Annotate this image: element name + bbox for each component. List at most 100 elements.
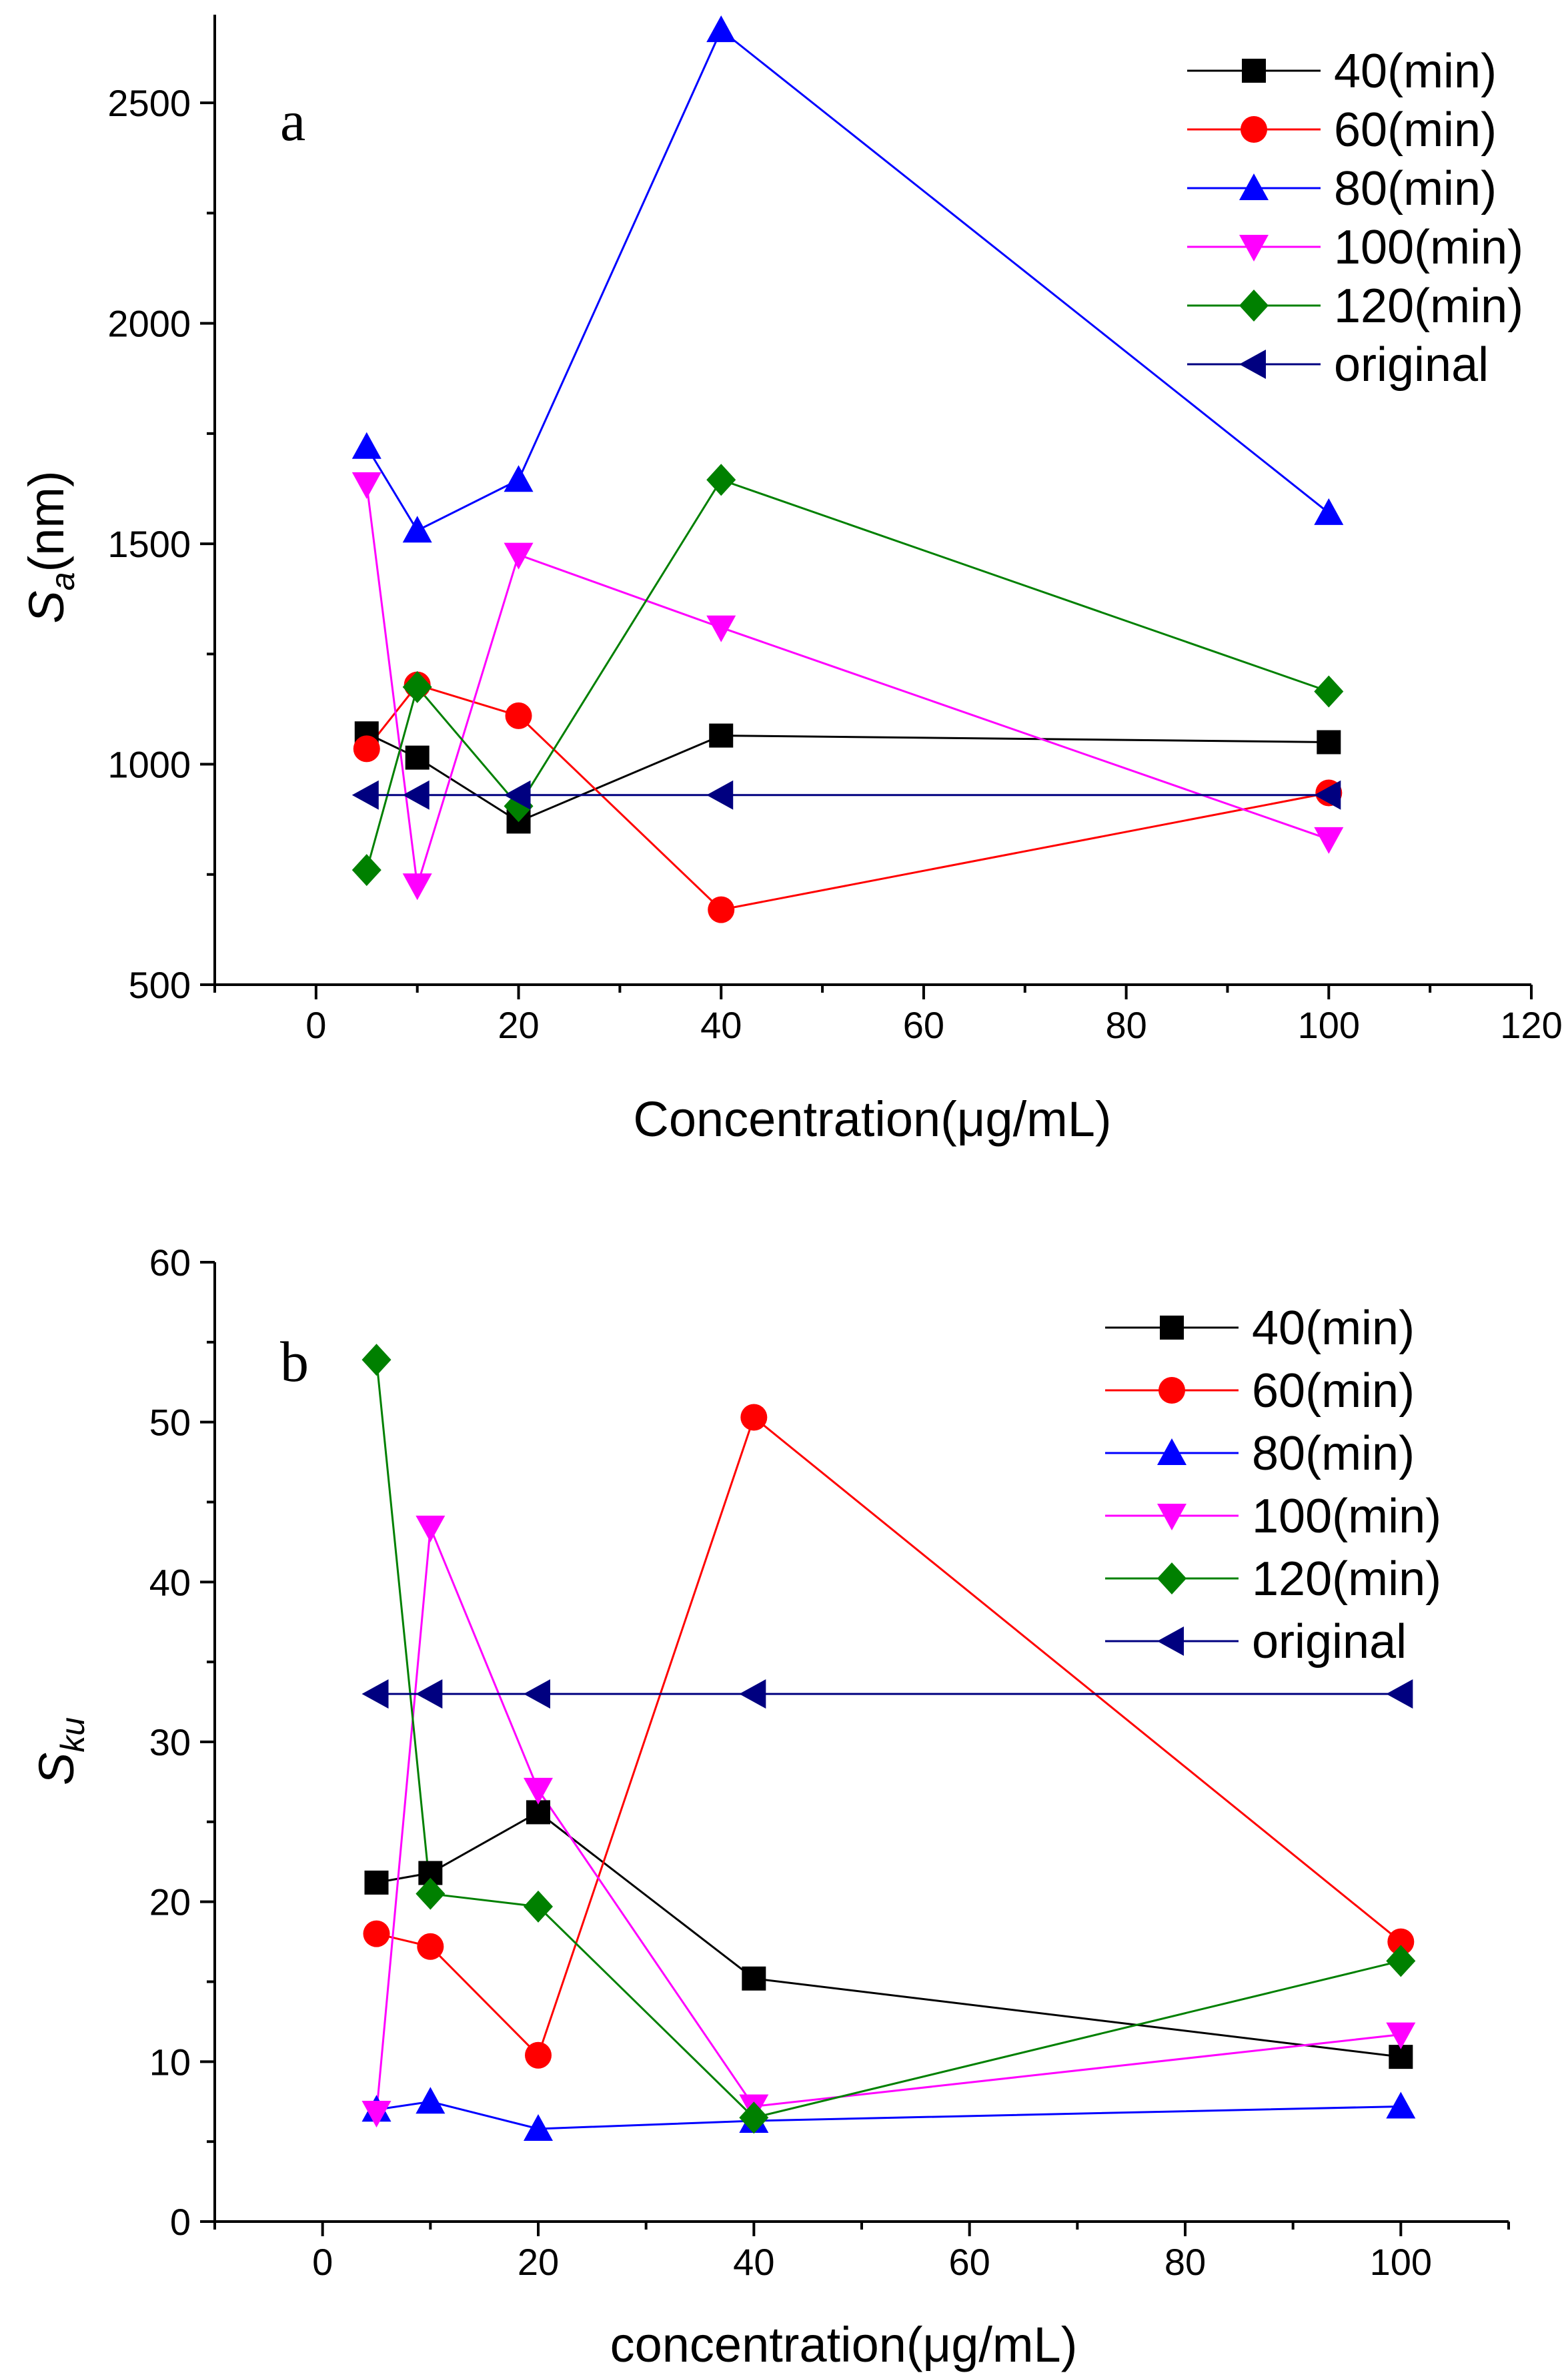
legend-item: original: [1105, 1615, 1407, 1669]
data-point-120(min): [351, 854, 381, 887]
legend-marker: [1157, 1438, 1187, 1465]
legend-item: original: [1187, 338, 1489, 392]
data-point-original: [416, 1679, 443, 1709]
x-tick-label: 20: [498, 1004, 539, 1046]
y-axis-title-b: Sku: [29, 1717, 91, 1785]
x-tick-label: 0: [312, 2241, 333, 2283]
data-point-100(min): [402, 873, 432, 901]
data-point-60(min): [740, 1404, 768, 1431]
x-axis-title-a: Concentration(μg/mL): [633, 1091, 1111, 1147]
legend-marker: [1158, 1377, 1185, 1404]
data-point-80(min): [504, 465, 534, 492]
legend-item: 100(min): [1187, 221, 1523, 274]
legend-label: 120(min): [1334, 280, 1523, 333]
data-point-100(min): [524, 1777, 553, 1805]
x-tick-label: 40: [733, 2241, 774, 2283]
legend-label: 100(min): [1252, 1490, 1441, 1543]
x-axis-title-b: concentration(μg/mL): [610, 2317, 1078, 2372]
data-point-original: [706, 780, 734, 810]
y-tick-label: 2500: [107, 82, 191, 124]
y-tick-label: 1500: [107, 523, 191, 565]
y-tick-label: 10: [149, 2041, 191, 2083]
data-point-original: [351, 780, 379, 810]
data-point-100(min): [1314, 827, 1344, 854]
legend-marker: [1239, 350, 1266, 379]
legend-marker: [1157, 1626, 1184, 1656]
y-tick-label: 40: [149, 1561, 191, 1603]
y-tick-label: 500: [129, 964, 191, 1006]
data-point-original: [361, 1679, 389, 1709]
data-point-100(min): [706, 615, 736, 642]
data-point-60(min): [363, 1920, 390, 1947]
legend-label: 120(min): [1252, 1552, 1441, 1606]
data-point-60(min): [505, 702, 532, 729]
x-tick-label: 120: [1500, 1004, 1562, 1046]
legend-label: 60(min): [1334, 103, 1497, 157]
data-point-80(min): [524, 2113, 553, 2141]
data-point-80(min): [1314, 498, 1344, 525]
legend-item: 60(min): [1105, 1364, 1415, 1418]
legend-label: original: [1252, 1615, 1407, 1669]
panel-label-a: a: [280, 89, 305, 153]
legend-label: 100(min): [1334, 221, 1523, 274]
legend-item: 60(min): [1187, 103, 1497, 157]
data-point-40(min): [742, 1966, 766, 1991]
data-point-80(min): [416, 2087, 446, 2114]
legend-item: 40(min): [1187, 45, 1497, 98]
data-point-80(min): [1386, 2091, 1416, 2119]
data-point-40(min): [1317, 730, 1341, 755]
legend-marker: [1242, 59, 1266, 83]
legend: 40(min)60(min)80(min) 100(min) 120(min)ori…: [1187, 45, 1523, 392]
y-tick-label: 2000: [107, 303, 191, 345]
data-point-original: [1314, 780, 1341, 810]
legend-label: 40(min): [1334, 45, 1497, 98]
chart-panel-b: b concentration(μg/mL) Sku 0 20 40 60 80 100 0…: [29, 1242, 1510, 2372]
data-point-original: [1386, 1679, 1413, 1709]
x-tick-label: 40: [700, 1004, 742, 1046]
legend: 40(min) 60(min) 80(min) 100(min) 120(min) ori…: [1105, 1302, 1441, 1669]
chart-panel-a: a Concentration(μg/mL) Sa(nm) 0 20 40 60 80 1…: [19, 15, 1563, 1147]
x-tick-label: 60: [949, 2241, 990, 2283]
legend-marker: [1239, 290, 1269, 322]
data-point-80(min): [351, 432, 381, 459]
x-tick-label: 80: [1164, 2241, 1206, 2283]
data-point-60(min): [525, 2041, 552, 2069]
data-point-80(min): [706, 15, 736, 43]
data-point-original: [739, 1679, 766, 1709]
data-point-original: [524, 1679, 550, 1709]
y-tick-label: 60: [149, 1242, 191, 1284]
data-point-120(min): [524, 1890, 553, 1923]
legend-item: 120(min): [1187, 280, 1523, 333]
data-point-100(min): [1386, 2022, 1416, 2049]
data-point-100(min): [416, 1515, 446, 1542]
y-tick-label: 30: [149, 1721, 191, 1763]
data-point-120(min): [402, 670, 432, 703]
data-point-80(min): [402, 516, 432, 543]
legend-label: 60(min): [1252, 1364, 1415, 1418]
y-tick-label: 1000: [107, 744, 191, 786]
legend-label: 40(min): [1252, 1302, 1415, 1355]
data-point-100(min): [504, 542, 534, 570]
data-point-120(min): [416, 1877, 446, 1910]
data-point-original: [402, 780, 430, 810]
y-tick-label: 20: [149, 1881, 191, 1923]
legend-label: original: [1334, 338, 1489, 392]
legend-item: 80(min): [1187, 162, 1497, 215]
x-tick-label: 80: [1105, 1004, 1146, 1046]
legend-item: 80(min): [1105, 1427, 1415, 1480]
data-point-original: [504, 780, 531, 810]
x-tick-label: 20: [518, 2241, 559, 2283]
y-tick-label: 0: [170, 2201, 191, 2243]
data-point-120(min): [361, 1344, 391, 1376]
legend-label: 80(min): [1252, 1427, 1415, 1480]
legend-marker: [1239, 235, 1269, 262]
data-point-40(min): [364, 1870, 389, 1895]
legend-label: 80(min): [1334, 162, 1497, 215]
data-point-120(min): [706, 464, 736, 496]
data-point-60(min): [708, 896, 735, 923]
legend-item: 120(min): [1105, 1552, 1441, 1606]
y-axis-title-a: Sa(nm): [19, 470, 81, 623]
data-point-120(min): [1314, 675, 1344, 708]
legend-marker: [1239, 173, 1269, 200]
